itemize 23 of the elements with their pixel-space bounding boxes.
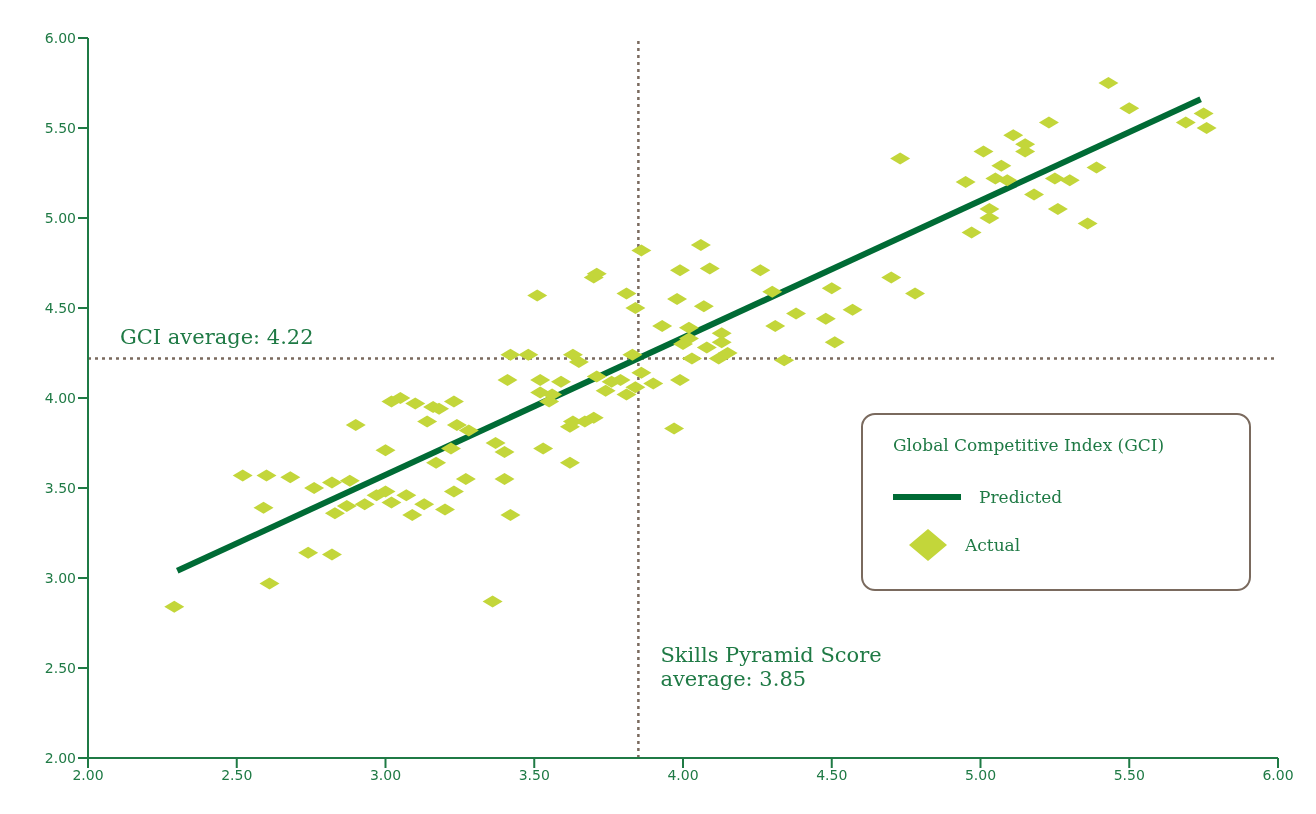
x-tick-label: 6.00 xyxy=(1262,766,1294,783)
ref-line-label: GCI average: 4.22 xyxy=(120,325,314,350)
legend-title: Global Competitive Index (GCI) xyxy=(893,435,1166,455)
ref-line-label: Skills Pyramid Score average: 3.85 xyxy=(660,643,882,691)
y-tick-label: 5.50 xyxy=(44,119,76,136)
legend-label: Predicted xyxy=(979,487,1063,507)
x-tick-label: 2.00 xyxy=(72,766,104,783)
x-tick-label: 2.50 xyxy=(221,766,253,783)
x-tick-label: 3.50 xyxy=(518,766,550,783)
y-tick-label: 3.00 xyxy=(44,569,76,586)
y-tick-label: 2.50 xyxy=(44,659,76,676)
x-tick-label: 4.50 xyxy=(816,766,848,783)
y-tick-label: 5.00 xyxy=(44,209,76,226)
legend-label: Actual xyxy=(965,535,1021,555)
y-tick-label: 3.50 xyxy=(44,479,76,496)
x-tick-label: 5.50 xyxy=(1113,766,1145,783)
y-tick-label: 6.00 xyxy=(44,29,76,46)
y-tick-label: 2.00 xyxy=(44,749,76,766)
x-tick-label: 5.00 xyxy=(964,766,997,783)
y-tick-label: 4.00 xyxy=(44,389,76,406)
x-tick-label: 4.00 xyxy=(667,766,699,783)
y-tick-label: 4.50 xyxy=(44,299,76,316)
x-tick-label: 3.00 xyxy=(369,766,402,783)
